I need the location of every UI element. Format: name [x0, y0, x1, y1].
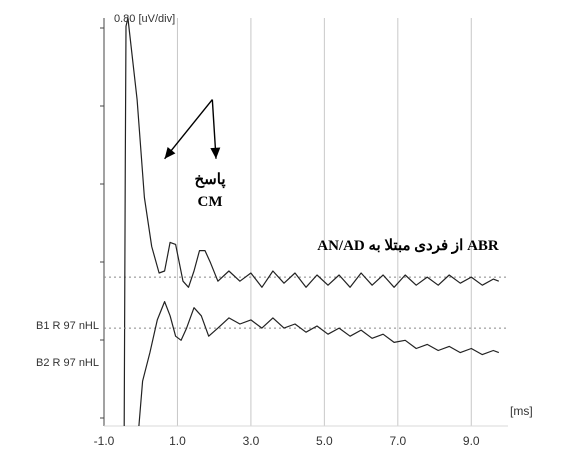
trace-label-b1: B1 R 97 nHL: [36, 320, 99, 332]
x-tick-label: 9.0: [463, 434, 480, 448]
arrow-line-1: [164, 99, 213, 160]
trace-2: [138, 301, 500, 427]
arrow-head-1: [164, 147, 176, 159]
trace-1: [123, 17, 500, 427]
annotation-caption: ABR از فردی مبتلا به AN/AD: [317, 238, 499, 254]
y-axis: [100, 18, 508, 427]
annotation-response-fa: پاسخ: [195, 172, 226, 189]
x-tick-label: -1.0: [94, 434, 115, 448]
traces: [104, 17, 508, 427]
x-tick-label: 1.0: [169, 434, 186, 448]
annotation-arrows: [164, 99, 221, 160]
arrow-head-2: [210, 147, 221, 159]
annotation-response-cm: CM: [198, 194, 223, 210]
x-tick-label: 3.0: [243, 434, 260, 448]
gridlines: [176, 18, 472, 426]
x-tick-labels: -1.0 1.0 3.0 5.0 7.0 9.0: [94, 434, 480, 448]
x-tick-label: 7.0: [389, 434, 406, 448]
x-unit-label: [ms]: [510, 404, 533, 418]
scale-label: 0.80 [uV/div]: [114, 13, 175, 25]
x-tick-label: 5.0: [316, 434, 333, 448]
trace-label-b2: B2 R 97 nHL: [36, 357, 99, 369]
